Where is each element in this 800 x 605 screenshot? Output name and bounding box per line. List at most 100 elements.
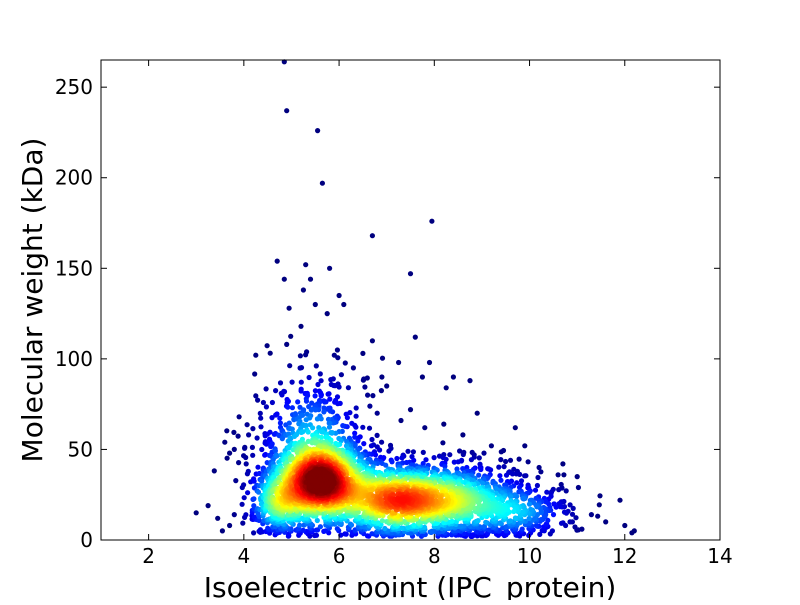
data-point: [369, 338, 375, 344]
data-point: [344, 415, 350, 421]
data-point: [277, 415, 283, 421]
data-point: [501, 464, 507, 470]
data-point: [528, 506, 534, 512]
data-point: [322, 468, 328, 475]
data-point: [284, 341, 290, 347]
data-point: [319, 429, 325, 435]
data-point: [352, 434, 358, 440]
data-point: [369, 436, 375, 443]
data-point: [231, 446, 237, 452]
data-point: [300, 527, 306, 533]
data-point: [420, 460, 426, 467]
data-point: [303, 352, 309, 358]
data-point: [287, 363, 293, 369]
data-point: [511, 508, 517, 515]
data-point: [285, 404, 291, 410]
data-point: [508, 494, 514, 500]
data-point: [205, 503, 211, 509]
data-point: [253, 352, 259, 358]
data-point: [454, 466, 460, 472]
data-point: [411, 522, 417, 528]
data-point: [296, 421, 302, 427]
data-point: [570, 505, 576, 511]
data-point: [264, 343, 270, 349]
data-point: [629, 530, 635, 536]
data-point: [574, 474, 580, 480]
data-point: [193, 510, 199, 516]
data-point: [367, 403, 373, 409]
data-point: [478, 466, 484, 473]
data-point: [310, 425, 316, 431]
data-point: [361, 441, 367, 447]
data-point: [603, 519, 609, 525]
data-point: [366, 425, 373, 431]
data-point: [211, 468, 217, 474]
data-point: [573, 515, 579, 521]
data-point: [250, 452, 256, 458]
data-point: [317, 476, 323, 482]
data-point: [429, 218, 435, 224]
y-tick-label: 150: [55, 256, 93, 280]
data-point: [298, 388, 304, 394]
data-point: [318, 434, 325, 440]
data-point: [312, 301, 318, 308]
data-point: [322, 399, 328, 405]
data-point: [526, 515, 532, 522]
data-point: [476, 455, 482, 461]
data-point: [513, 471, 520, 477]
data-point: [258, 415, 264, 421]
data-point: [467, 378, 473, 384]
data-point: [521, 496, 527, 502]
data-point: [297, 404, 303, 410]
data-point: [374, 432, 380, 438]
data-point: [286, 305, 292, 311]
data-point: [364, 533, 371, 539]
data-point: [243, 454, 249, 461]
data-point: [242, 444, 248, 450]
data-point: [334, 526, 340, 532]
data-point: [383, 462, 389, 468]
data-point: [255, 489, 262, 495]
data-point: [378, 496, 384, 503]
data-point: [399, 455, 405, 461]
data-point: [455, 459, 461, 465]
data-point: [538, 517, 544, 523]
data-point: [267, 429, 273, 435]
data-point: [251, 530, 257, 536]
data-point: [368, 443, 374, 449]
data-point: [253, 393, 259, 399]
data-point: [379, 374, 385, 380]
data-point: [534, 511, 541, 518]
data-point: [297, 365, 303, 371]
data-point: [556, 487, 562, 493]
data-point: [297, 353, 303, 359]
data-point: [407, 407, 414, 413]
data-point: [297, 522, 303, 528]
data-point: [544, 489, 550, 495]
data-point: [259, 478, 265, 484]
data-point: [317, 524, 323, 530]
data-point: [327, 396, 333, 402]
data-point: [384, 383, 390, 389]
y-tick-label: 250: [55, 75, 93, 99]
data-point: [389, 459, 395, 465]
ticks-layer: 2 4 6 8 10 12 14 0 50 100 150 200 250: [55, 60, 733, 568]
data-point: [314, 416, 320, 422]
data-point: [231, 429, 237, 435]
data-point: [355, 438, 361, 444]
data-point: [274, 453, 280, 459]
data-point: [323, 528, 329, 534]
data-point: [450, 374, 456, 380]
data-point: [382, 525, 388, 532]
data-point: [255, 464, 261, 470]
data-point: [328, 381, 334, 388]
data-point: [303, 262, 309, 268]
data-point: [449, 518, 455, 524]
data-point: [222, 439, 228, 445]
data-point: [269, 415, 275, 421]
data-point: [255, 510, 261, 517]
data-point: [259, 446, 265, 453]
data-point: [327, 265, 333, 271]
data-point: [338, 372, 344, 378]
data-point: [360, 424, 366, 430]
